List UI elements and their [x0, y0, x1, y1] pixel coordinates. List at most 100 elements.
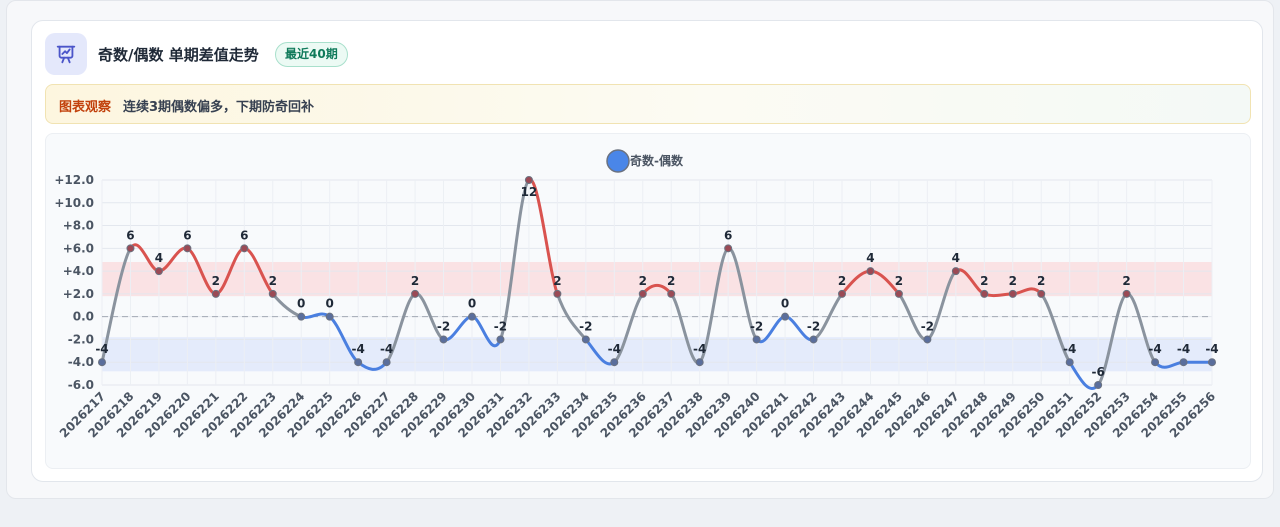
data-point [581, 335, 590, 344]
data-label: -4 [1205, 342, 1218, 356]
data-label: 0 [297, 297, 305, 311]
card-title: 奇数/偶数 单期差值走势 [98, 46, 259, 64]
data-point [610, 358, 619, 367]
series-line-segment [982, 292, 1015, 298]
data-point [923, 335, 932, 344]
trend-card: 奇数/偶数 单期差值走势 最近40期 图表观察 连续3期偶数偏多，下期防奇回补 … [31, 20, 1263, 482]
data-label: 2 [553, 274, 561, 288]
data-point [695, 358, 704, 367]
data-label: -2 [437, 319, 450, 333]
data-point [752, 335, 761, 344]
value-band-1 [102, 337, 1212, 372]
data-point [980, 289, 989, 298]
data-point [1208, 358, 1216, 367]
data-point [894, 289, 903, 298]
data-label: -2 [750, 319, 763, 333]
data-point [524, 176, 533, 184]
data-label: -4 [380, 342, 393, 356]
data-label: 12 [521, 185, 538, 199]
data-label: 6 [240, 228, 248, 242]
chart-container: -6.0 -4.0 -2.0 0.0 +2.0 +4.0 +6.0 +8.0 +10.0 +12.… [45, 133, 1251, 469]
data-point [866, 267, 875, 276]
legend-label: 奇数-偶数 [630, 153, 684, 168]
data-label: 2 [667, 274, 675, 288]
y-tick-label: -6.0 [68, 378, 94, 392]
data-point [1179, 358, 1188, 367]
data-label: 0 [326, 297, 334, 311]
data-label: 6 [724, 228, 732, 242]
data-label: -4 [351, 342, 364, 356]
data-point [1122, 289, 1131, 298]
data-label: 2 [269, 274, 277, 288]
data-label: 2 [1037, 274, 1045, 288]
data-label: 2 [411, 274, 419, 288]
data-point [439, 335, 448, 344]
data-label: 4 [866, 251, 874, 265]
series-line-segment [100, 246, 132, 364]
data-point [297, 312, 306, 321]
y-tick-label: +8.0 [63, 219, 94, 233]
data-point [1065, 358, 1074, 367]
data-point [183, 244, 192, 253]
data-label: -4 [693, 342, 706, 356]
data-point [1008, 289, 1017, 298]
observation-label: 图表观察 [59, 100, 112, 115]
series-line-segment [498, 178, 531, 341]
data-label: 2 [895, 274, 903, 288]
data-point [382, 358, 391, 367]
series-line-segment [1096, 292, 1129, 387]
data-point [154, 267, 163, 276]
legend-marker [606, 149, 630, 173]
data-point [268, 289, 277, 298]
data-point [240, 244, 249, 253]
data-label: 4 [155, 251, 163, 265]
y-tick-label: +10.0 [54, 196, 94, 210]
data-point [809, 335, 818, 344]
y-tick-label: +4.0 [63, 264, 94, 278]
data-label: -4 [608, 342, 621, 356]
data-point [98, 358, 106, 367]
data-point [325, 312, 334, 321]
data-point [838, 289, 846, 298]
data-label: -2 [807, 319, 820, 333]
data-label: 0 [468, 297, 476, 311]
data-label: 6 [126, 228, 134, 242]
data-label: 2 [838, 274, 846, 288]
data-point [1037, 289, 1046, 298]
data-label: 2 [1009, 274, 1017, 288]
data-point [126, 244, 135, 253]
data-label: -2 [494, 319, 507, 333]
data-point [638, 289, 647, 298]
data-point [211, 289, 220, 298]
y-tick-label: 0.0 [73, 310, 94, 324]
data-label: 4 [952, 251, 960, 265]
observation-note: 图表观察 连续3期偶数偏多，下期防奇回补 [45, 84, 1251, 124]
data-point [354, 358, 363, 367]
y-tick-label: +2.0 [63, 287, 94, 301]
data-point [411, 289, 420, 298]
data-label: -4 [1063, 342, 1076, 356]
chart-presentation-icon [45, 33, 87, 75]
series-line-segment [612, 292, 645, 364]
data-point [468, 312, 476, 321]
data-label: -2 [579, 319, 592, 333]
y-tick-label: -4.0 [68, 355, 94, 369]
data-point [553, 289, 562, 298]
data-point [951, 267, 960, 276]
data-label: -4 [95, 342, 108, 356]
observation-text: 连续3期偶数偏多，下期防奇回补 [123, 100, 315, 115]
data-label: -4 [1148, 342, 1161, 356]
period-badge: 最近40期 [275, 42, 348, 67]
series-line-segment [698, 246, 730, 364]
data-point [496, 335, 505, 344]
series-line-segment [1039, 292, 1072, 364]
data-label: 6 [183, 228, 191, 242]
y-tick-label: +6.0 [63, 241, 94, 255]
data-point [1151, 358, 1160, 367]
data-point [1094, 381, 1103, 389]
y-tick-label: +12.0 [54, 173, 94, 187]
data-point [724, 244, 733, 253]
data-label: 2 [1122, 274, 1130, 288]
data-label: 2 [639, 274, 647, 288]
y-tick-label: -2.0 [68, 332, 94, 346]
